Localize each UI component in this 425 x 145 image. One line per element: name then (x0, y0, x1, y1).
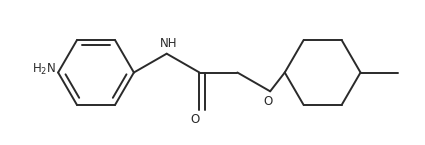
Text: O: O (191, 113, 200, 126)
Text: O: O (264, 95, 273, 108)
Text: NH: NH (160, 37, 178, 50)
Text: H$_2$N: H$_2$N (32, 62, 56, 77)
